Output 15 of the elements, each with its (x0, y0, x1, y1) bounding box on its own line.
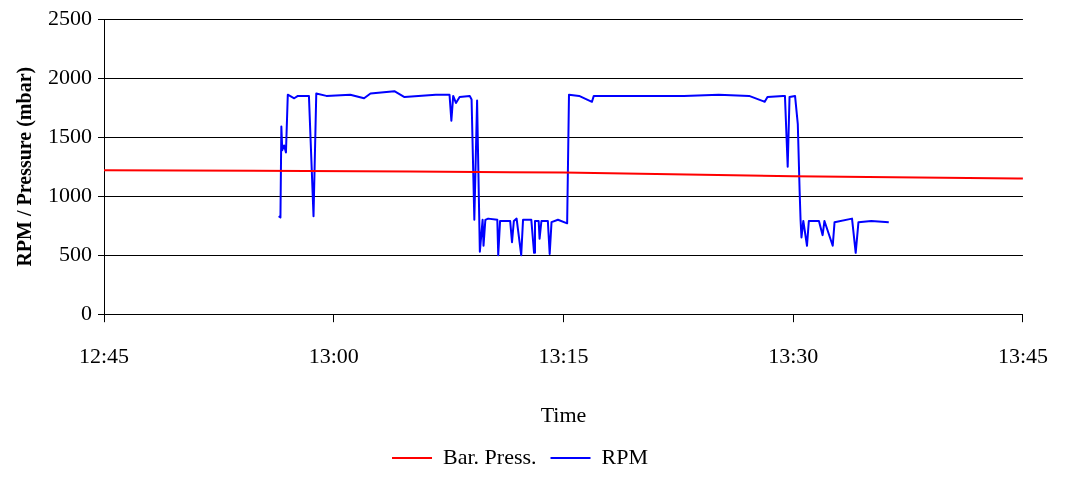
y-tick-label: 2500 (48, 4, 92, 30)
legend-label: Bar. Press. (443, 443, 537, 469)
x-tick-label: 12:45 (78, 343, 130, 369)
y-tick-label: 0 (81, 299, 92, 325)
y-tick-label: 2000 (48, 63, 92, 89)
y-axis-title: RPM / Pressure (mbar) (13, 66, 37, 267)
y-tick-label: 1000 (48, 181, 92, 207)
x-tick-label: 13:45 (997, 343, 1049, 369)
y-tick-label: 1500 (48, 122, 92, 148)
y-tick-label: 500 (59, 240, 92, 266)
legend-label: RPM (601, 443, 648, 469)
x-tick-label: 13:30 (768, 343, 819, 369)
x-tick-label: 13:00 (308, 343, 359, 369)
x-axis-title: Time (540, 401, 587, 427)
x-tick-label: 13:15 (538, 343, 589, 369)
